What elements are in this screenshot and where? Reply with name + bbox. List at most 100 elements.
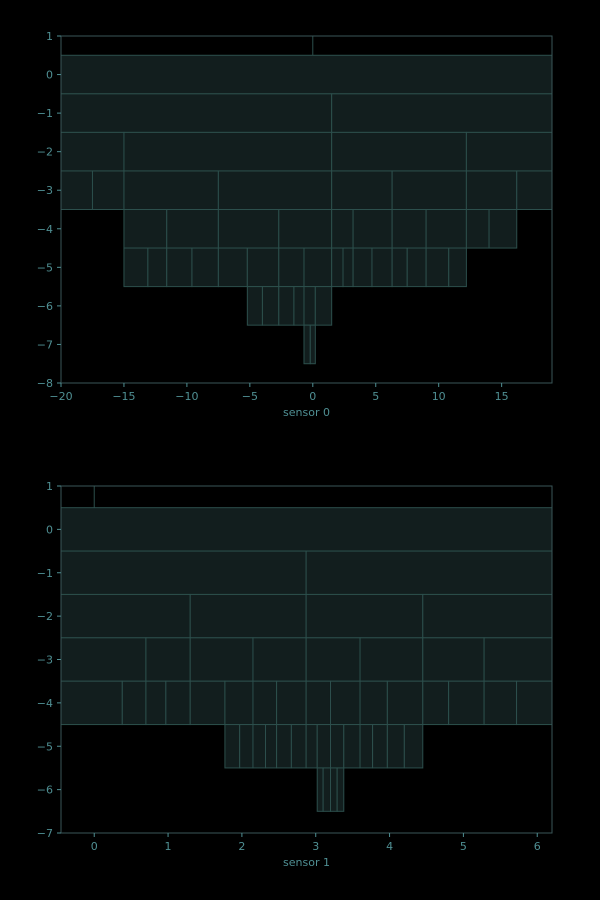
cell-level-2-1 (189, 593, 307, 639)
cell-level-5-9 (343, 724, 361, 769)
cell-level-3-0 (60, 170, 93, 210)
cell-level-4-8 (305, 680, 331, 726)
cell-level-3-1 (145, 637, 191, 682)
cell-level-5-14 (425, 247, 450, 288)
x-tick-label-4: 0 (309, 390, 316, 403)
cell-level-6-1 (261, 286, 280, 326)
cell-level-4-0 (60, 680, 123, 726)
cell-level-4-2 (145, 680, 167, 726)
cell-level-5-8 (329, 724, 345, 769)
x-axis-label: sensor 1 (283, 856, 330, 869)
cell-level-5-15 (448, 247, 467, 288)
cell-level-5-4 (217, 247, 248, 288)
cell-level-4-2 (217, 209, 280, 249)
x-tick-label-3: 3 (312, 840, 319, 853)
cell-level-0-0 (60, 54, 553, 95)
y-tick-label-0: 1 (46, 30, 53, 43)
cell-level-2-2 (331, 131, 467, 172)
cell-level-3-0 (60, 637, 147, 682)
y-tick-label-4: −3 (37, 184, 53, 197)
cell-level-4-12 (422, 680, 450, 726)
cell-level-4-7 (276, 680, 307, 726)
cell-level-3-2 (123, 170, 219, 210)
cell-level-3-7 (483, 637, 553, 682)
cell-level-1-0 (60, 93, 333, 133)
x-tick-label-6: 10 (432, 390, 446, 403)
x-tick-label-3: −5 (242, 390, 258, 403)
cell-level-5-10 (359, 724, 374, 769)
x-tick-label-4: 4 (386, 840, 393, 853)
cell-level-4-8 (465, 209, 490, 249)
x-tick-label-1: −15 (112, 390, 135, 403)
cell-level-5-6 (278, 247, 305, 288)
chart-panel-1: 0 1 2 3 4 5 6 1 0 −1 −2 −3 −4 −5 −6 −7 sensor 1 (37, 480, 553, 869)
cell-level-5-13 (403, 724, 424, 769)
x-tick-label-2: −10 (175, 390, 198, 403)
y-tick-label-5: −4 (37, 697, 53, 710)
cell-level-6-2 (329, 767, 338, 812)
y-tick-label-8: −7 (37, 338, 53, 351)
cell-level-5-9 (342, 247, 354, 288)
plot-frame (60, 35, 553, 384)
cell-level-4-1 (166, 209, 219, 249)
y-tick-label-2: −1 (37, 567, 53, 580)
cell-level-2-2 (305, 593, 424, 639)
cell-level-5-11 (371, 247, 393, 288)
y-tick-label-8: −7 (37, 827, 53, 840)
cell-level-3-5 (359, 637, 424, 682)
cell-level-4-10 (359, 680, 388, 726)
cell-level-3-5 (391, 170, 467, 210)
cell-level-5-2 (166, 247, 193, 288)
cell-level-4-7 (425, 209, 467, 249)
y-tick-label-7: −6 (37, 784, 53, 797)
cell-level-3-3 (217, 170, 333, 210)
cell-level-5-5 (246, 247, 280, 288)
cell-level-6-3 (293, 286, 305, 326)
cell-level-5-13 (406, 247, 427, 288)
cell-level-5-7 (316, 724, 331, 769)
cell-level-6-0 (316, 767, 324, 812)
cell-level-5-10 (352, 247, 373, 288)
y-tick-label-2: −1 (37, 107, 53, 120)
x-tick-label-0: −20 (49, 390, 72, 403)
cell-level-6-0 (246, 286, 263, 326)
cell-level-1-1 (331, 93, 553, 133)
y-tick-label-7: −6 (37, 300, 53, 313)
x-tick-label-1: 1 (165, 840, 172, 853)
cell-level-5-3 (265, 724, 278, 769)
cell-level-4-11 (386, 680, 424, 726)
cell-level-6-2 (278, 286, 295, 326)
y-tick-label-5: −4 (37, 223, 53, 236)
cell-level-4-9 (329, 680, 361, 726)
cell-level-3-1 (91, 170, 125, 210)
cell-level-3-3 (252, 637, 307, 682)
y-tick-label-6: −5 (37, 740, 53, 753)
cell-level-5-3 (191, 247, 219, 288)
x-axis-label: sensor 0 (283, 406, 330, 419)
cell-level-3-6 (422, 637, 485, 682)
cell-level-4-14 (483, 680, 518, 726)
cell-level-5-4 (276, 724, 292, 769)
cell-level-1-1 (305, 550, 553, 595)
cell-level-5-6 (305, 724, 318, 769)
cell-level-6-1 (322, 767, 331, 812)
cell-level-5-8 (331, 247, 344, 288)
cell-level-2-3 (422, 593, 553, 639)
cell-level-0-0 (60, 507, 553, 552)
cell-level-4-15 (516, 680, 553, 726)
cell-level-1-0 (60, 550, 307, 595)
y-tick-label-1: 0 (46, 523, 53, 536)
cell-level-4-4 (331, 209, 354, 249)
x-tick-label-2: 2 (238, 840, 245, 853)
cell-level-3-7 (516, 170, 553, 210)
cell-level-3-4 (331, 170, 393, 210)
x-tick-label-0: 0 (91, 840, 98, 853)
cell-level-6-4 (303, 286, 316, 326)
cell-level-2-1 (123, 131, 333, 172)
x-tick-label-6: 6 (534, 840, 541, 853)
x-tick-label-7: 15 (495, 390, 509, 403)
chart-panel-0: −20 −15 −10 −5 0 5 10 1510−1−2−3−4−5−6−7−8senso… (37, 30, 553, 419)
x-tick-label-5: 5 (460, 840, 467, 853)
y-tick-label-3: −2 (37, 610, 53, 623)
